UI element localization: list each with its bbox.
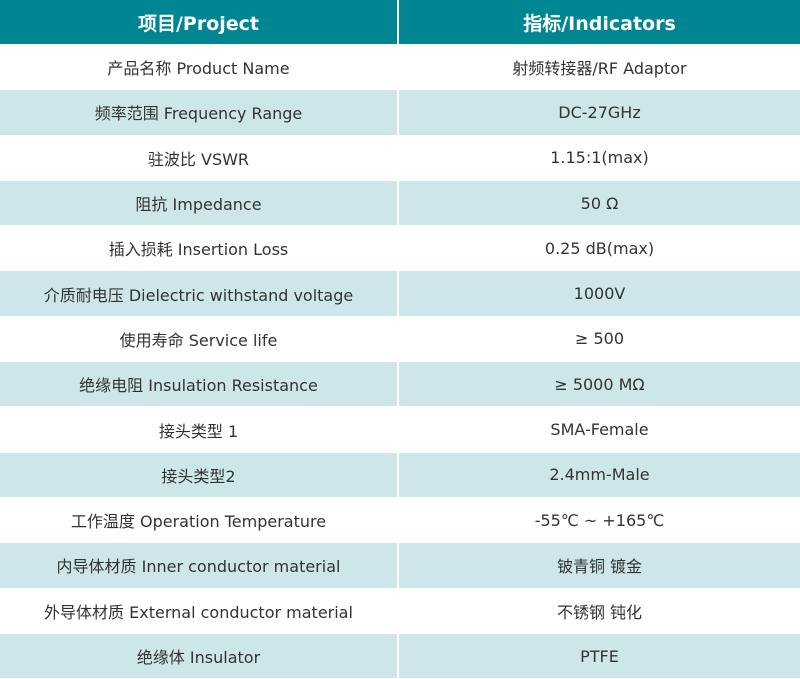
table-cell-indicator: 1000V bbox=[399, 271, 800, 317]
table-cell-indicator: 不锈钢 钝化 bbox=[399, 589, 800, 634]
header-project: 项目/Project bbox=[0, 0, 399, 45]
header-indicators: 指标/Indicators bbox=[399, 0, 800, 45]
table-cell-indicator: 射频转接器/RF Adaptor bbox=[399, 45, 800, 91]
table-cell-project: 产品名称 Product Name bbox=[0, 45, 399, 91]
table-cell-project: 接头类型 1 bbox=[0, 407, 399, 453]
table-cell-indicator: 0.25 dB(max) bbox=[399, 226, 800, 272]
table-cell-project: 插入损耗 Insertion Loss bbox=[0, 226, 399, 272]
table-cell-project: 介质耐电压 Dielectric withstand voltage bbox=[0, 271, 399, 317]
table-cell-project: 绝缘电阻 Insulation Resistance bbox=[0, 362, 399, 408]
table-cell-indicator: 1.15:1(max) bbox=[399, 136, 800, 181]
table-cell-indicator: 2.4mm-Male bbox=[399, 452, 800, 498]
table-cell-indicator: -55℃ ~ +165℃ bbox=[399, 498, 800, 544]
table-cell-indicator: PTFE bbox=[399, 633, 800, 679]
table-cell-project: 阻抗 Impedance bbox=[0, 180, 399, 227]
table-cell-indicator: SMA-Female bbox=[399, 407, 800, 453]
table-cell-indicator: ≥ 5000 MΩ bbox=[399, 362, 800, 408]
table-cell-project: 内导体材质 Inner conductor material bbox=[0, 543, 399, 589]
table-cell-project: 接头类型2 bbox=[0, 452, 399, 498]
table-cell-project: 驻波比 VSWR bbox=[0, 135, 399, 181]
table-cell-project: 绝缘体 Insulator bbox=[0, 633, 399, 679]
table-cell-project: 外导体材质 External conductor material bbox=[0, 588, 399, 634]
table-cell-indicator: 50 Ω bbox=[399, 180, 800, 227]
table-cell-project: 工作温度 Operation Temperature bbox=[0, 497, 399, 544]
table-cell-indicator: ≥ 500 bbox=[399, 317, 800, 363]
table-cell-project: 使用寿命 Service life bbox=[0, 316, 399, 363]
table-cell-indicator: DC-27GHz bbox=[399, 90, 800, 136]
table-cell-project: 频率范围 Frequency Range bbox=[0, 90, 399, 136]
table-cell-indicator: 铍青铜 镀金 bbox=[399, 543, 800, 589]
